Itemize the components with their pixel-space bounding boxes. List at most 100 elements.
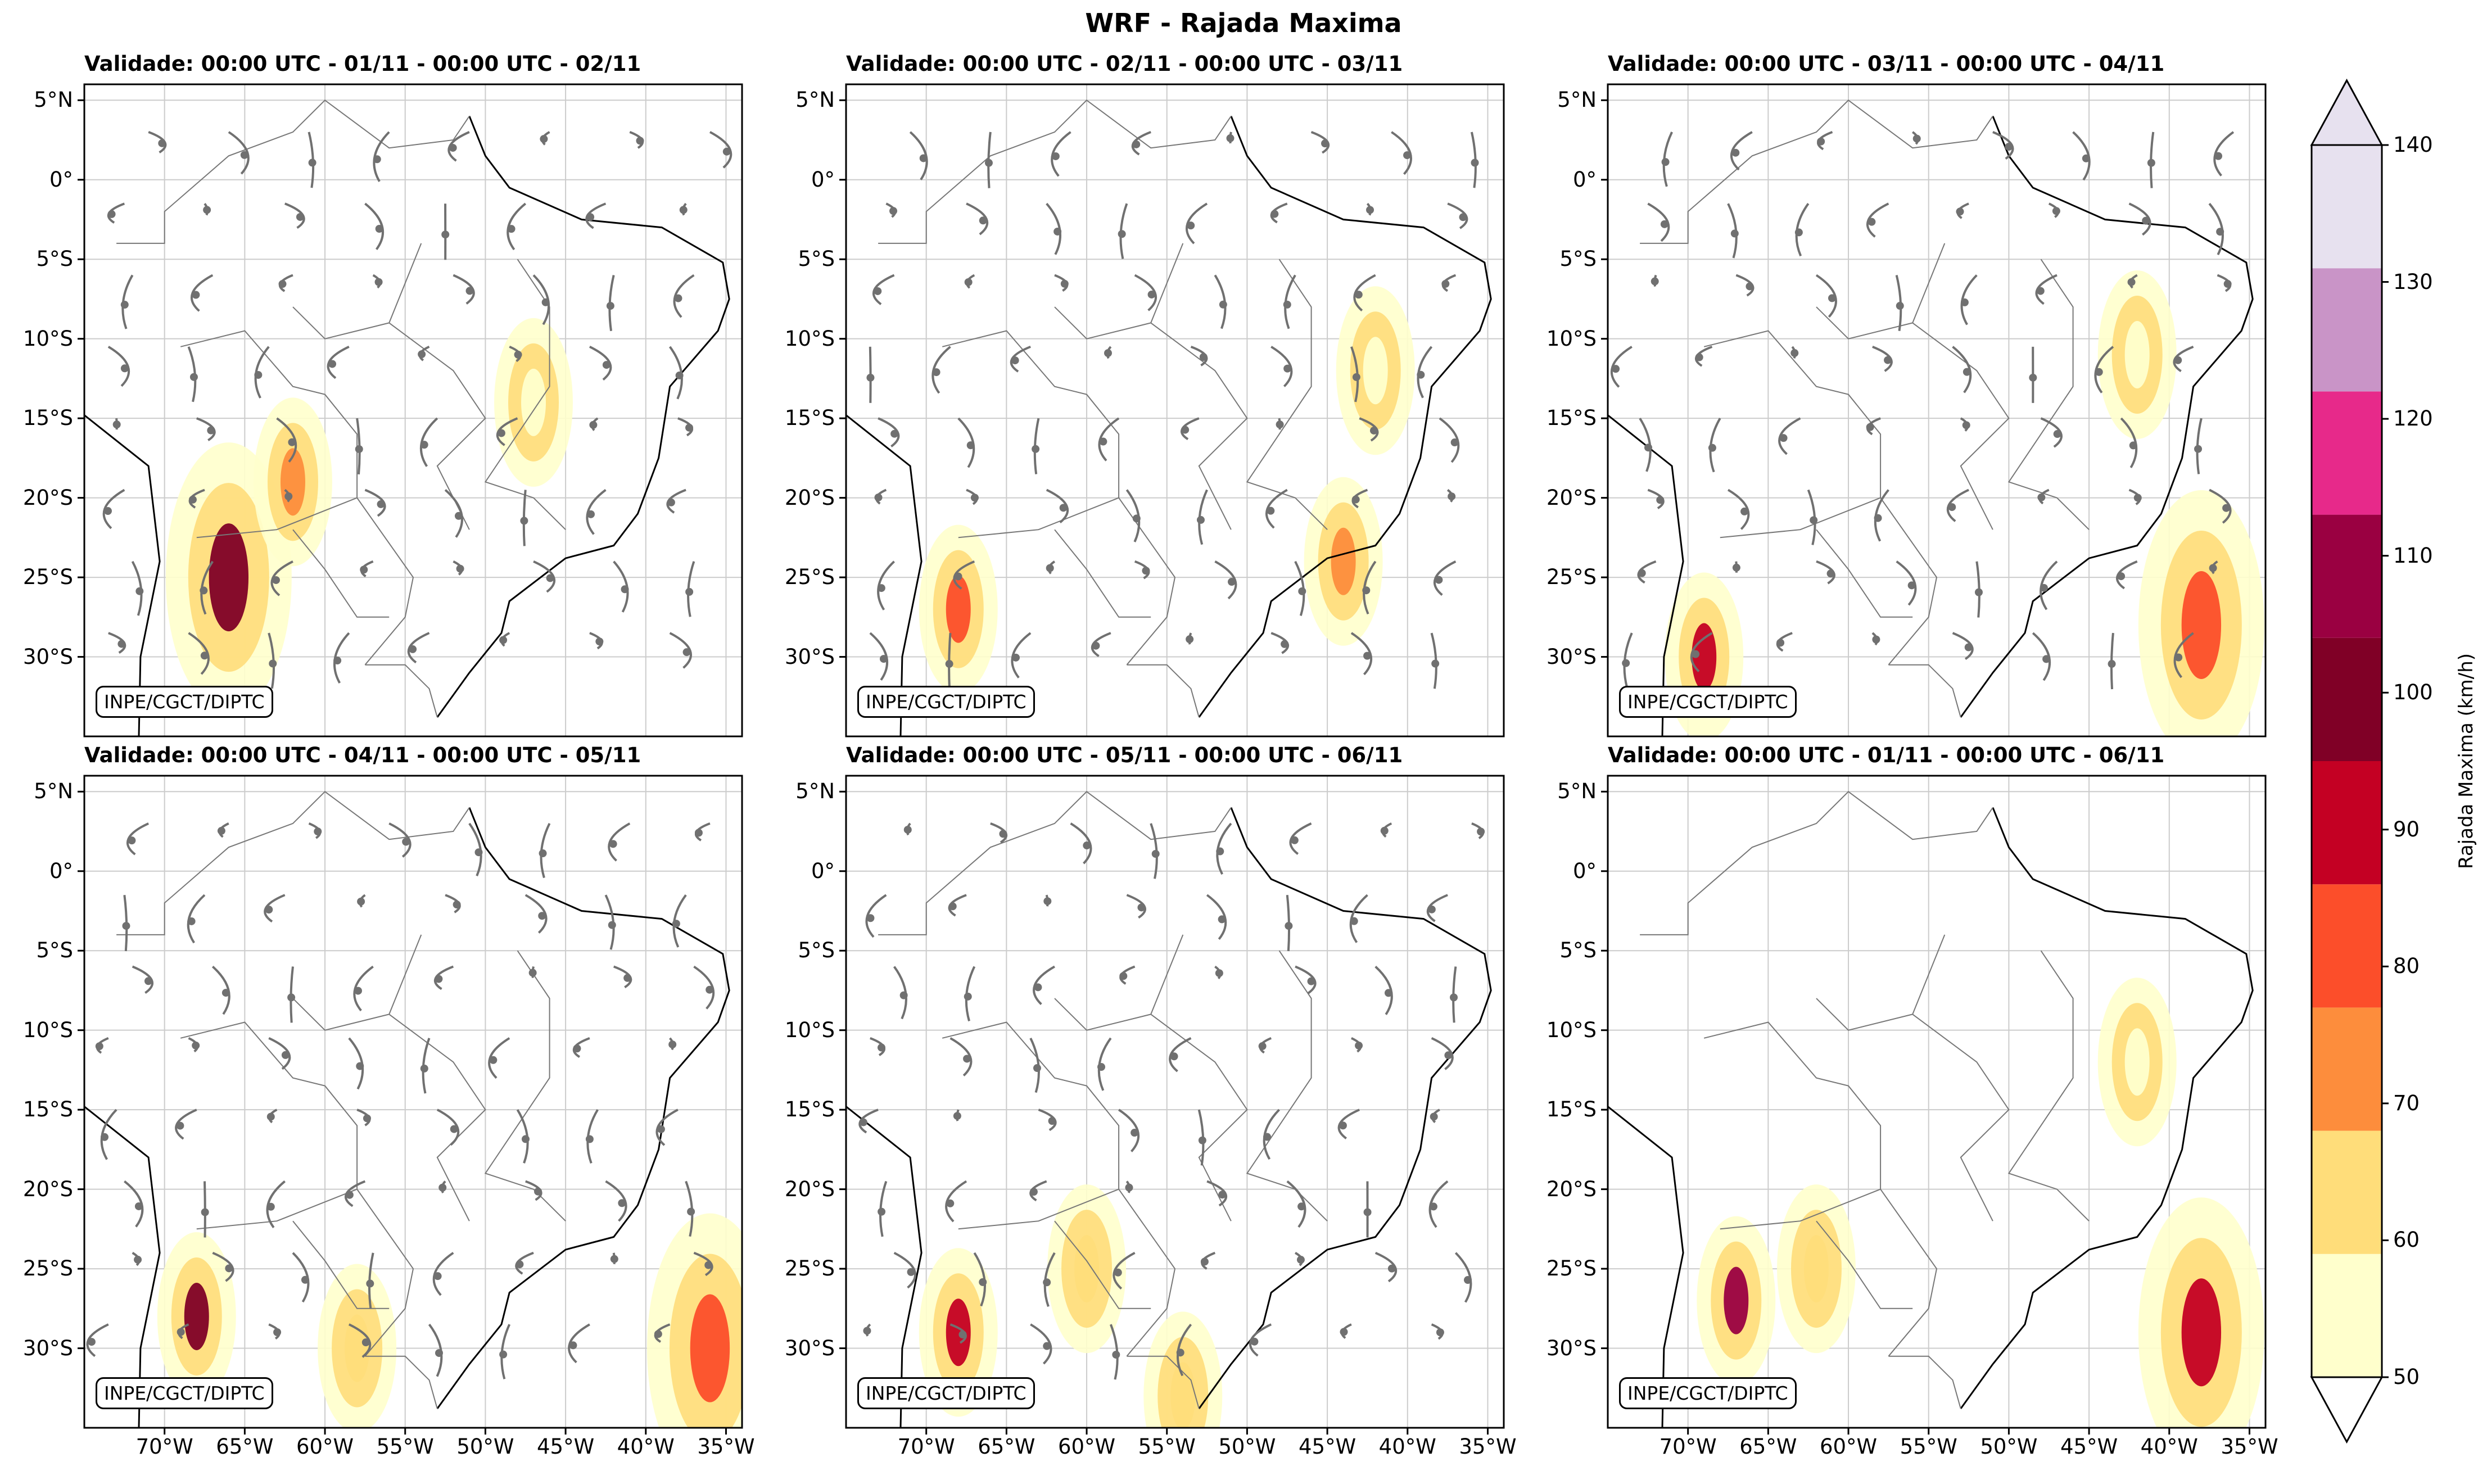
streamline-arrow xyxy=(979,216,987,225)
streamline-arrow xyxy=(107,210,116,218)
country-border xyxy=(1816,529,1913,618)
streamline-arrow xyxy=(314,827,322,836)
streamline-arrow xyxy=(1281,640,1289,648)
credit-badge: INPE/CGCT/DIPTC xyxy=(857,686,1035,718)
country-border xyxy=(365,1355,438,1409)
streamline-arrow xyxy=(2053,430,2061,438)
y-tick-label: 20°S xyxy=(22,1177,73,1201)
x-tick-label: 60°W xyxy=(1819,1435,1878,1459)
streamline-arrow xyxy=(685,423,694,432)
streamline-arrow xyxy=(1011,356,1019,365)
streamline-arrow xyxy=(964,278,973,286)
streamline-arrow xyxy=(621,585,629,594)
streamline-arrow xyxy=(706,985,714,994)
streamline-arrow xyxy=(514,350,522,359)
x-tick-label: 70°W xyxy=(897,1435,955,1459)
streamline-arrow xyxy=(266,1202,275,1211)
streamline-arrow xyxy=(409,645,417,653)
panel-3-map xyxy=(1608,84,2266,736)
y-tick-label: 10°S xyxy=(784,326,835,351)
streamline-arrow xyxy=(1181,426,1190,434)
coastline-atlantic xyxy=(1960,807,2254,1409)
credit-badge: INPE/CGCT/DIPTC xyxy=(1619,1377,1797,1409)
streamline-arrow xyxy=(668,1040,677,1049)
x-tick-label: 45°W xyxy=(1299,1435,1356,1459)
streamline-arrow xyxy=(618,1199,626,1207)
x-tick-label: 60°W xyxy=(296,1435,354,1459)
y-tick-label: 5°S xyxy=(1559,247,1597,272)
streamline-arrow xyxy=(499,1350,508,1359)
streamline-arrow xyxy=(117,640,126,648)
x-tick-label: 60°W xyxy=(1057,1435,1116,1459)
streamline-arrow xyxy=(889,207,898,215)
streamline-arrow xyxy=(1776,639,1785,647)
x-tick-label: 50°W xyxy=(456,1435,514,1459)
streamline-arrow xyxy=(2082,154,2090,162)
streamline-arrow xyxy=(1790,349,1799,358)
panel-frame xyxy=(1607,775,2267,1429)
country-border xyxy=(2007,950,2090,1221)
streamline-arrow xyxy=(970,494,979,502)
country-border xyxy=(180,330,414,666)
panel-frame xyxy=(83,83,743,738)
y-tick-label: 20°S xyxy=(1546,485,1597,510)
streamline-arrow xyxy=(2036,287,2045,295)
streamline-arrow xyxy=(569,1341,577,1350)
streamline-arrow xyxy=(1131,1129,1139,1137)
coastline-atlantic xyxy=(1960,116,2254,718)
streamline-arrow xyxy=(2147,159,2155,167)
streamline-arrow xyxy=(2040,583,2048,592)
streamline-arrow xyxy=(1099,437,1107,446)
streamline-arrow xyxy=(240,151,248,159)
streamline-arrow xyxy=(1730,229,1739,238)
streamline-arrow xyxy=(1948,503,1956,512)
streamline-arrow xyxy=(465,287,474,295)
streamline-arrow xyxy=(1198,1136,1206,1144)
streamline-arrow xyxy=(453,901,461,909)
country-border xyxy=(116,99,470,244)
gust-area-core xyxy=(1363,337,1388,405)
streamline-arrow xyxy=(1029,1188,1038,1196)
country-border xyxy=(292,243,422,340)
streamline-arrow xyxy=(999,830,1007,838)
streamline-arrow xyxy=(1352,373,1360,381)
colorbar-title: Rajada Maxima (km/h) xyxy=(2455,653,2477,870)
streamline-arrow xyxy=(1431,659,1440,668)
streamline-arrow xyxy=(2117,572,2126,581)
country-border xyxy=(1912,1014,2010,1221)
y-tick-label: 0° xyxy=(811,858,835,883)
streamline-arrow xyxy=(454,512,463,520)
streamline-arrow xyxy=(456,564,464,573)
streamline-arrow xyxy=(1307,977,1315,985)
streamline-arrow xyxy=(1132,140,1141,148)
streamline-arrow xyxy=(667,498,675,506)
streamline-arrow xyxy=(1661,158,1670,166)
streamline-arrow xyxy=(682,648,691,657)
streamline-arrow xyxy=(1660,220,1668,228)
streamline-arrow xyxy=(158,139,166,147)
streamline-arrow xyxy=(1403,151,1412,160)
gust-area-core xyxy=(2181,1278,2222,1387)
streamline-arrow xyxy=(112,420,121,429)
streamline-arrow xyxy=(953,1112,961,1120)
country-border xyxy=(1150,1014,1248,1221)
y-tick-label: 30°S xyxy=(1546,1336,1597,1360)
streamline-arrow xyxy=(687,1207,695,1216)
streamline-arrow xyxy=(360,565,368,574)
streamline-arrow xyxy=(435,975,443,983)
streamline-arrow xyxy=(1450,993,1458,1002)
streamline-arrow xyxy=(1794,228,1803,237)
streamline-arrow xyxy=(1267,506,1275,515)
x-tick-label: 40°W xyxy=(617,1435,675,1459)
country-border xyxy=(878,790,1232,935)
streamline-arrow xyxy=(134,1255,142,1264)
colorbar-tick-label: 70 xyxy=(2393,1091,2420,1115)
streamline-arrow xyxy=(1176,1349,1184,1357)
streamline-arrow xyxy=(1263,1133,1272,1141)
streamline-arrow xyxy=(1884,356,1892,364)
streamline-arrow xyxy=(2174,653,2183,662)
streamline-arrow xyxy=(1459,213,1467,221)
streamline-arrow xyxy=(1285,922,1293,930)
coastline-pacific xyxy=(1608,1105,1684,1428)
country-border xyxy=(180,1021,414,1357)
